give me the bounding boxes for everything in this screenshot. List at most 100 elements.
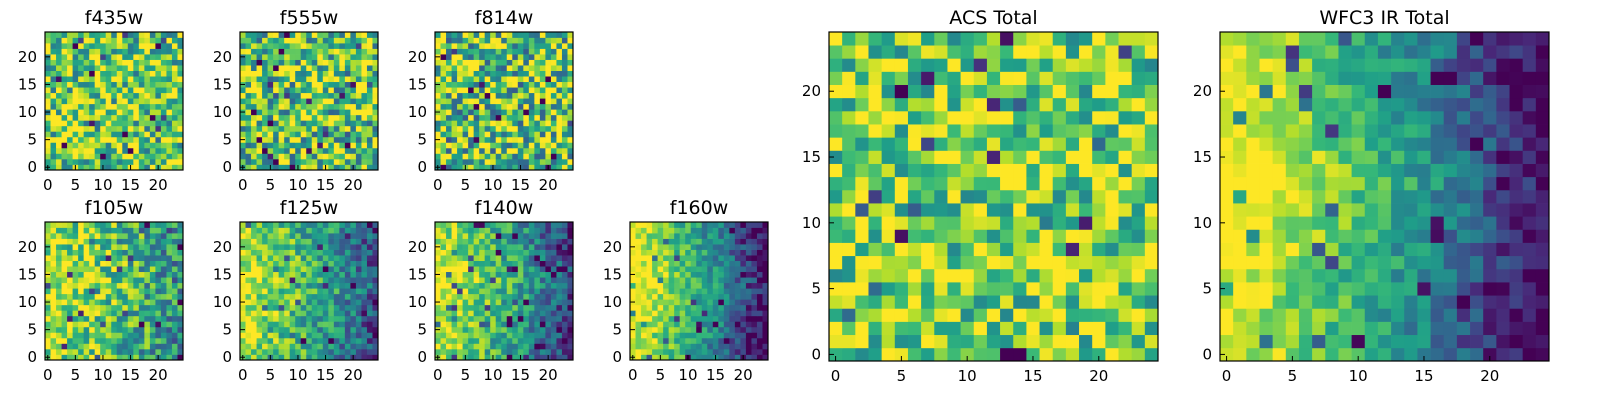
heatmap-cell bbox=[144, 32, 151, 38]
heatmap-cell bbox=[646, 354, 653, 361]
heatmap-cell bbox=[78, 343, 84, 350]
heatmap-cell bbox=[556, 299, 563, 306]
heatmap-cell bbox=[567, 354, 574, 361]
heatmap-cell bbox=[630, 332, 636, 339]
heatmap-cell bbox=[56, 120, 62, 127]
heatmap-cell bbox=[78, 260, 84, 267]
heatmap-cell bbox=[1065, 203, 1080, 217]
heatmap-cell bbox=[484, 321, 491, 328]
heatmap-cell bbox=[61, 260, 68, 267]
heatmap-cell bbox=[278, 227, 285, 234]
heatmap-cell bbox=[484, 54, 491, 60]
heatmap-cell bbox=[105, 222, 112, 228]
heatmap-cell bbox=[105, 43, 112, 49]
heatmap-cell bbox=[155, 54, 162, 60]
heatmap-cell bbox=[868, 216, 882, 230]
heatmap-cell bbox=[300, 227, 307, 234]
heatmap-cell bbox=[734, 343, 741, 350]
heatmap-cell bbox=[344, 87, 351, 94]
heatmap-cell bbox=[567, 147, 574, 154]
heatmap-cell bbox=[300, 70, 307, 77]
heatmap-cell bbox=[462, 326, 469, 333]
heatmap-cell bbox=[67, 337, 73, 344]
heatmap-cell bbox=[83, 59, 90, 66]
heatmap-cell bbox=[262, 299, 268, 306]
heatmap-cell bbox=[78, 255, 84, 261]
heatmap-cell bbox=[479, 32, 486, 38]
heatmap-cell bbox=[440, 293, 447, 300]
heatmap-cell bbox=[462, 70, 469, 77]
heatmap-cell bbox=[1039, 308, 1054, 322]
heatmap-cell bbox=[528, 125, 535, 132]
heatmap-cell bbox=[1118, 295, 1133, 309]
heatmap-cell bbox=[674, 260, 681, 267]
heatmap-cell bbox=[934, 163, 948, 178]
heatmap-cell bbox=[479, 59, 486, 66]
heatmap-cell bbox=[300, 125, 307, 132]
heatmap-cell bbox=[267, 131, 274, 138]
heatmap-cell bbox=[921, 163, 935, 178]
heatmap-cell bbox=[556, 288, 563, 295]
heatmap-cell bbox=[300, 266, 307, 273]
heatmap-cell bbox=[506, 293, 513, 300]
heatmap-cell bbox=[696, 310, 703, 317]
heatmap-cell bbox=[512, 321, 519, 328]
heatmap-cell bbox=[350, 76, 357, 83]
heatmap-cell bbox=[556, 164, 563, 171]
heatmap-cell bbox=[61, 103, 68, 110]
heatmap-cell bbox=[690, 271, 697, 278]
heatmap-cell bbox=[1065, 347, 1080, 362]
heatmap-cell bbox=[328, 120, 335, 127]
heatmap-cell bbox=[116, 249, 123, 256]
heatmap-cell bbox=[67, 266, 73, 273]
heatmap-cell bbox=[745, 315, 752, 322]
heatmap-cell bbox=[61, 136, 68, 143]
heatmap-cell bbox=[512, 103, 519, 110]
heatmap-cell bbox=[528, 260, 535, 267]
heatmap-cell bbox=[361, 244, 368, 250]
heatmap-cell bbox=[111, 277, 118, 284]
heatmap-cell bbox=[116, 266, 123, 273]
heatmap-cell bbox=[127, 103, 134, 110]
heatmap-cell bbox=[567, 120, 574, 127]
heatmap-cell bbox=[451, 48, 458, 55]
heatmap-cell bbox=[473, 271, 480, 278]
heatmap-cell bbox=[111, 326, 118, 333]
heatmap-cell bbox=[696, 260, 703, 267]
heatmap-cell bbox=[473, 164, 480, 171]
heatmap-cell bbox=[756, 271, 763, 278]
heatmap-cell bbox=[256, 59, 263, 66]
heatmap-cell bbox=[1039, 295, 1054, 309]
heatmap-cell bbox=[94, 271, 101, 278]
heatmap-cell bbox=[468, 48, 474, 55]
heatmap-cell bbox=[685, 310, 692, 317]
heatmap-cell bbox=[545, 70, 552, 77]
heatmap-cell bbox=[144, 103, 151, 110]
heatmap-cell bbox=[149, 109, 156, 116]
heatmap-cell bbox=[339, 332, 346, 339]
heatmap-cell bbox=[344, 103, 351, 110]
heatmap-cell bbox=[501, 238, 508, 245]
heatmap-cell bbox=[166, 43, 173, 49]
heatmap-cell bbox=[679, 277, 686, 284]
heatmap-cell bbox=[690, 315, 697, 322]
heatmap-cell bbox=[468, 37, 474, 44]
heatmap-cell bbox=[361, 76, 368, 83]
heatmap-cell bbox=[947, 321, 961, 336]
heatmap-cell bbox=[523, 136, 530, 143]
heatmap-cell bbox=[1000, 216, 1014, 230]
heatmap-cell bbox=[317, 147, 324, 154]
heatmap-cell bbox=[894, 295, 909, 309]
heatmap-cell bbox=[155, 348, 162, 355]
heatmap-cell bbox=[756, 222, 763, 228]
heatmap-cell bbox=[539, 103, 546, 110]
heatmap-cell bbox=[350, 136, 357, 143]
heatmap-cell bbox=[138, 37, 145, 44]
heatmap-cell bbox=[462, 43, 469, 49]
heatmap-cell bbox=[657, 266, 664, 273]
heatmap-cell bbox=[490, 103, 497, 110]
heatmap-cell bbox=[61, 147, 68, 154]
heatmap-cell bbox=[256, 315, 263, 322]
heatmap-cell bbox=[295, 266, 302, 273]
